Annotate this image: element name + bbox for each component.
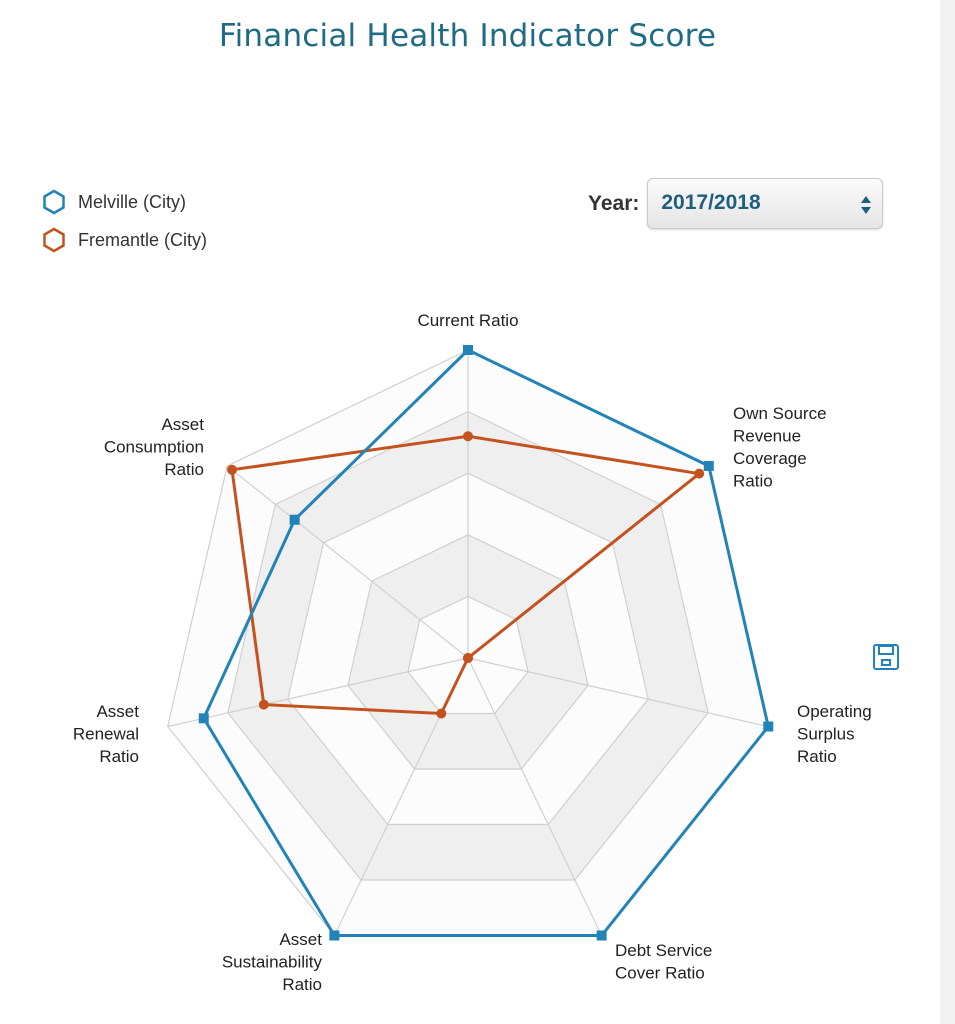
axis-label: Debt Service Cover Ratio xyxy=(615,941,712,983)
year-select-value: 2017/2018 xyxy=(661,191,761,214)
data-point xyxy=(227,464,238,475)
axis-label: Operating Surplus Ratio xyxy=(797,702,872,766)
page-scroll-edge xyxy=(940,0,955,1024)
axis-label: Asset Sustainability Ratio xyxy=(222,930,323,994)
grid-spoke xyxy=(467,657,769,728)
year-select[interactable]: 2017/2018 xyxy=(647,178,884,229)
data-point xyxy=(289,514,300,525)
radar-chart: Current Ratio Own Source Revenue Coverage Ra… xyxy=(73,311,872,994)
axis-label: Asset Renewal Ratio xyxy=(73,702,139,766)
up-down-arrows-icon xyxy=(861,196,872,214)
data-point xyxy=(703,460,714,471)
data-point xyxy=(596,930,607,941)
data-point xyxy=(463,345,473,355)
axis-label: Current Ratio xyxy=(417,311,518,330)
hexagon-outline-icon xyxy=(43,189,65,215)
axis-label: Own Source Revenue Coverage Ratio xyxy=(733,404,827,491)
data-point xyxy=(258,699,269,710)
year-label: Year: xyxy=(588,191,640,215)
legend-item-fremantle[interactable]: Fremantle (City) xyxy=(40,221,207,259)
grid-spoke xyxy=(167,657,469,728)
data-point xyxy=(463,653,473,663)
axis-label: Asset Consumption Ratio xyxy=(104,415,204,479)
hexagon-outline-icon xyxy=(43,227,65,253)
grid-spoke xyxy=(467,657,603,936)
year-filter: Year: 2017/2018 xyxy=(588,178,884,229)
data-point xyxy=(463,431,473,442)
save-disk-icon[interactable] xyxy=(872,643,900,671)
chart-legend: Melville (City) Fremantle (City) xyxy=(40,183,207,259)
chart-title: Financial Health Indicator Score xyxy=(218,18,717,54)
data-point xyxy=(198,713,209,724)
series-line xyxy=(202,348,770,937)
legend-label-fremantle: Fremantle (City) xyxy=(78,229,208,250)
data-point xyxy=(694,468,705,479)
data-point xyxy=(329,930,340,941)
grid-spoke xyxy=(226,465,469,659)
data-point xyxy=(763,721,774,732)
data-point xyxy=(436,708,447,719)
legend-label-melville: Melville (City) xyxy=(78,191,186,212)
legend-item-melville[interactable]: Melville (City) xyxy=(40,183,207,221)
